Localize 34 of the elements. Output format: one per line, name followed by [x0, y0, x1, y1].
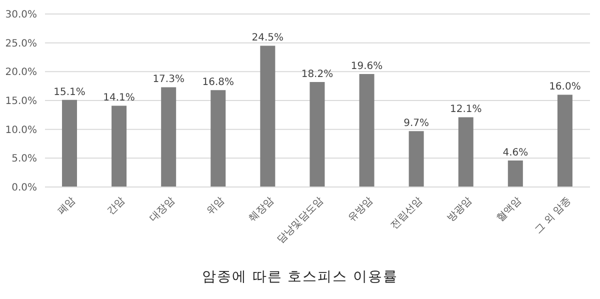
bar	[210, 90, 226, 187]
y-tick-label: 5.0%	[12, 154, 37, 165]
bar	[408, 131, 424, 187]
x-tick-label: 간암	[106, 195, 128, 218]
y-tick-label: 20.0%	[5, 67, 37, 78]
bar	[310, 82, 325, 187]
x-tick-label: 그 외 암종	[532, 195, 574, 236]
data-label: 19.6%	[350, 60, 383, 72]
bar	[359, 74, 374, 187]
y-tick-label: 10.0%	[5, 124, 37, 136]
data-label: 15.1%	[54, 86, 86, 98]
bar	[260, 46, 276, 187]
x-tick-label: 위암	[204, 195, 227, 218]
text: 암종에 따른 호스피스 이용률	[200, 268, 400, 286]
y-tick-label: 25.0%	[5, 38, 37, 50]
y-tick-label: 15.0%	[5, 96, 37, 108]
y-tick-label: 0.0%	[12, 182, 37, 194]
data-label: 16.8%	[202, 77, 234, 88]
y-tick-label: 30.0%	[5, 10, 37, 21]
bar	[161, 87, 176, 187]
data-label: 24.5%	[252, 32, 284, 44]
x-tick-label: 폐암	[56, 195, 78, 218]
bar	[62, 100, 77, 187]
data-label: 9.7%	[404, 118, 430, 130]
data-label: 18.2%	[301, 69, 334, 80]
data-label: 12.1%	[450, 104, 482, 116]
data-label: 17.3%	[152, 74, 184, 86]
data-label: 14.1%	[103, 92, 135, 104]
data-label: 16.0%	[549, 82, 581, 93]
bar	[557, 94, 572, 187]
data-label: 4.6%	[502, 147, 528, 158]
bar	[458, 117, 474, 187]
bar	[508, 160, 523, 187]
bar	[112, 106, 127, 187]
